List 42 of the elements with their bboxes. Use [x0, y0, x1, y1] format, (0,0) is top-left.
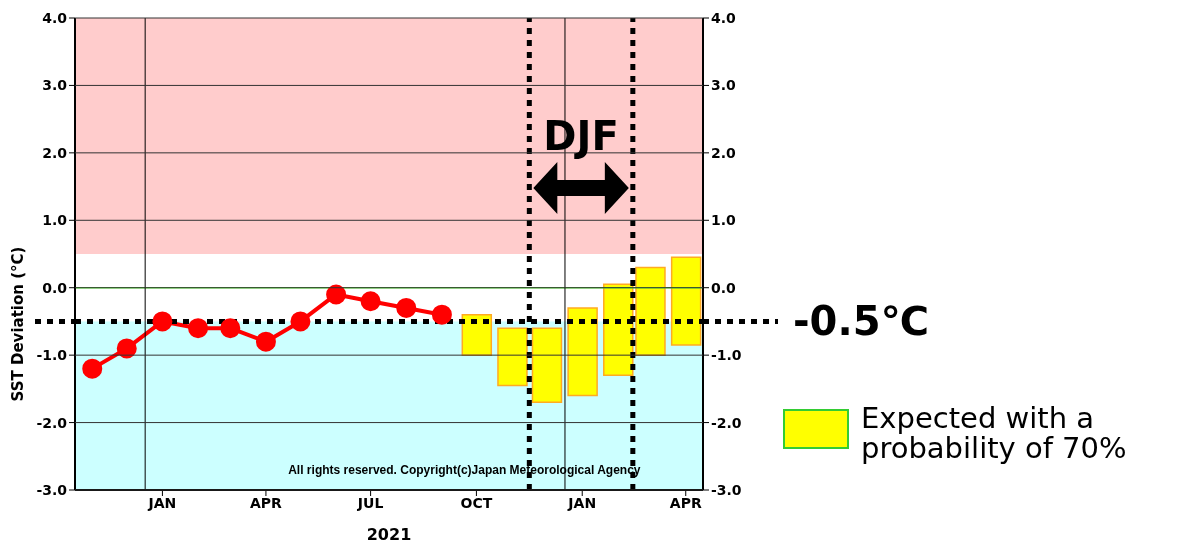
bar — [670, 256, 702, 346]
y-tick-label: 2.0 — [42, 144, 68, 161]
point — [431, 304, 452, 325]
y-tick-label: 3.0 — [42, 77, 68, 94]
y2-tick-label: -3.0 — [711, 481, 742, 498]
x-tick-label: APR — [249, 494, 283, 511]
point — [188, 318, 209, 339]
annotation: DJF — [543, 113, 619, 159]
point — [326, 284, 347, 305]
y2-tick-label: 1.0 — [711, 212, 737, 229]
bar — [497, 327, 528, 387]
y-tick-label: -3.0 — [36, 481, 68, 498]
y-tick-label: -1.0 — [36, 347, 68, 364]
y2-tick-label: 4.0 — [711, 9, 737, 26]
point — [116, 338, 137, 359]
x-tick-label: OCT — [460, 494, 493, 511]
x-tick-label: APR — [669, 494, 702, 511]
y2-tick-label: 3.0 — [711, 77, 737, 94]
point — [360, 291, 381, 312]
y-tick-label: 4.0 — [42, 9, 68, 26]
bar — [531, 327, 563, 404]
y-tick-label: -2.0 — [36, 414, 68, 431]
x-tick-label: JAN — [147, 494, 177, 511]
y2-tick-label: -2.0 — [711, 414, 742, 431]
point — [396, 297, 417, 318]
y2-tick-label: 0.0 — [711, 279, 737, 296]
bar — [567, 307, 598, 397]
point — [152, 311, 173, 332]
point — [220, 318, 241, 339]
y-axis-title: SST Deviation (°C) — [9, 246, 28, 402]
legend-label: Expected with a probability of 70% — [861, 401, 1128, 465]
x-axis-title: 2021 — [366, 525, 412, 544]
point — [255, 331, 276, 352]
y-tick-label: 1.0 — [42, 212, 68, 229]
ref-line-label: -0.5℃ — [793, 298, 929, 345]
y2-tick-label: -1.0 — [711, 347, 742, 364]
x-tick-label: JAN — [567, 494, 597, 511]
x-tick-label: JUL — [356, 494, 384, 511]
y-tick-label: 0.0 — [42, 279, 68, 296]
y2-tick-label: 2.0 — [711, 144, 737, 161]
point — [290, 311, 311, 332]
point — [82, 358, 103, 379]
